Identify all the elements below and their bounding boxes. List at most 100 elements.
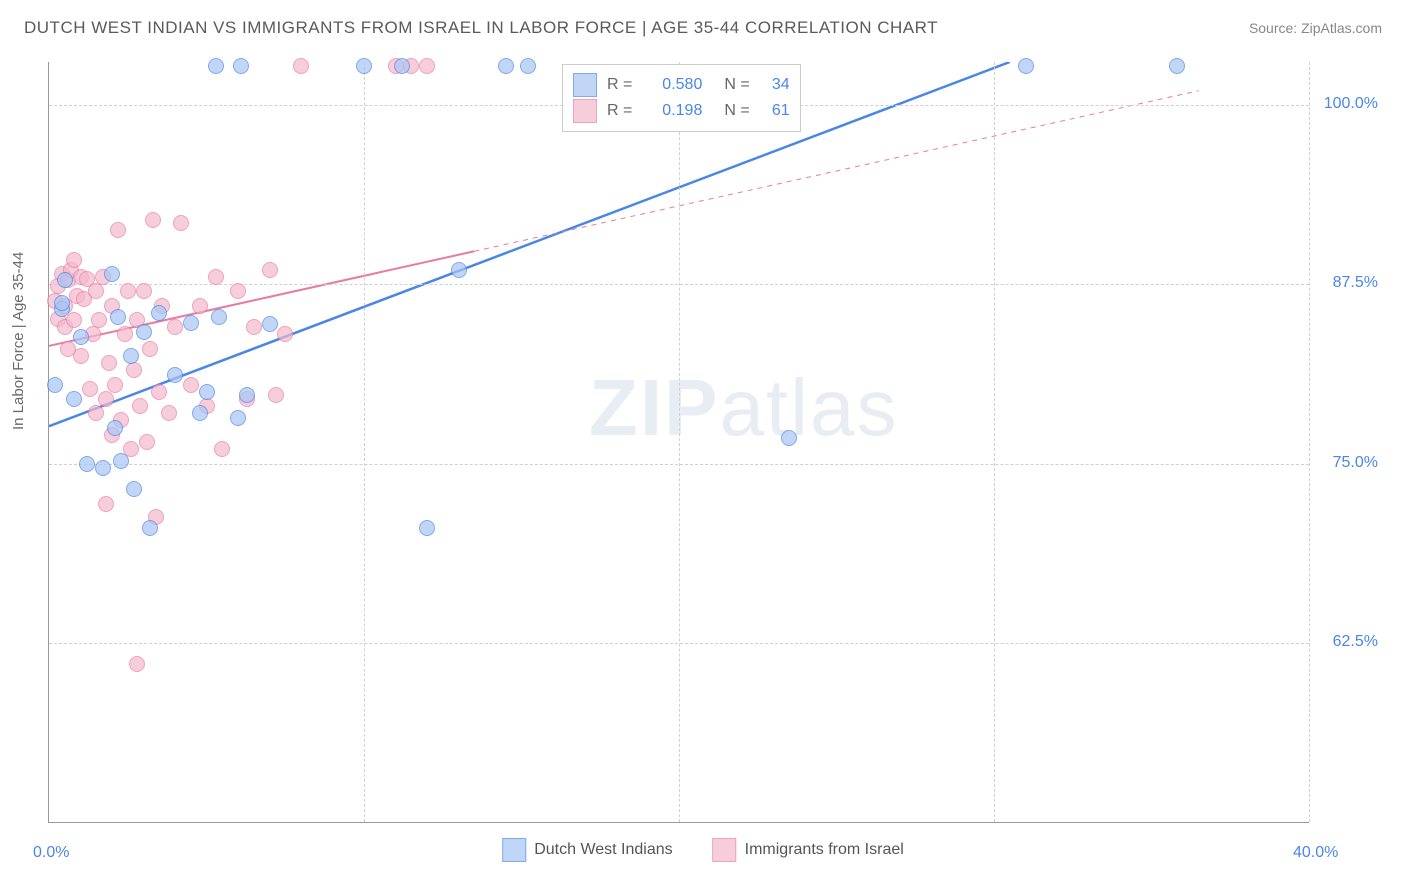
- scatter-point: [145, 212, 161, 228]
- scatter-point: [117, 326, 133, 342]
- x-tick-label: 0.0%: [33, 844, 69, 862]
- scatter-point: [246, 319, 262, 335]
- legend-swatch: [573, 73, 597, 97]
- y-tick-label: 75.0%: [1333, 454, 1378, 472]
- bottom-legend-label: Dutch West Indians: [534, 841, 672, 859]
- scatter-point: [167, 319, 183, 335]
- scatter-point: [57, 272, 73, 288]
- legend-swatch: [502, 838, 526, 862]
- legend-r-label: R =: [607, 102, 632, 120]
- y-axis-label: In Labor Force | Age 35-44: [10, 252, 27, 430]
- chart-title: DUTCH WEST INDIAN VS IMMIGRANTS FROM ISR…: [24, 18, 938, 38]
- scatter-point: [139, 434, 155, 450]
- legend-row: R =0.580N =34: [573, 73, 790, 97]
- legend-n-label: N =: [724, 102, 749, 120]
- trend-line: [49, 62, 1010, 426]
- bottom-legend-item: Dutch West Indians: [502, 838, 672, 862]
- y-tick-label: 62.5%: [1333, 633, 1378, 651]
- scatter-point: [110, 222, 126, 238]
- scatter-point: [98, 391, 114, 407]
- scatter-point: [101, 355, 117, 371]
- watermark: ZIPatlas: [589, 362, 898, 454]
- scatter-point: [136, 324, 152, 340]
- watermark-zip: ZIP: [589, 363, 719, 452]
- scatter-point: [142, 520, 158, 536]
- scatter-point: [1169, 58, 1185, 74]
- scatter-point: [167, 367, 183, 383]
- y-tick-label: 100.0%: [1324, 95, 1378, 113]
- scatter-point: [66, 312, 82, 328]
- scatter-point: [498, 58, 514, 74]
- gridline-vertical: [679, 62, 680, 822]
- scatter-point: [142, 341, 158, 357]
- legend-r-label: R =: [607, 76, 632, 94]
- scatter-point: [126, 481, 142, 497]
- scatter-point: [82, 381, 98, 397]
- scatter-point: [110, 309, 126, 325]
- scatter-point: [79, 456, 95, 472]
- scatter-point: [233, 58, 249, 74]
- scatter-point: [262, 262, 278, 278]
- legend-swatch: [573, 99, 597, 123]
- scatter-point: [95, 460, 111, 476]
- scatter-point: [88, 405, 104, 421]
- scatter-point: [47, 377, 63, 393]
- scatter-point: [268, 387, 284, 403]
- scatter-point: [126, 362, 142, 378]
- scatter-point: [161, 405, 177, 421]
- scatter-point: [129, 656, 145, 672]
- scatter-point: [183, 377, 199, 393]
- scatter-point: [214, 441, 230, 457]
- x-tick-label: 40.0%: [1293, 844, 1338, 862]
- scatter-point: [1018, 58, 1034, 74]
- scatter-point: [107, 420, 123, 436]
- scatter-point: [419, 58, 435, 74]
- scatter-point: [520, 58, 536, 74]
- source-label: Source: ZipAtlas.com: [1249, 20, 1382, 36]
- scatter-point: [66, 391, 82, 407]
- scatter-point: [394, 58, 410, 74]
- bottom-legend: Dutch West Indians Immigrants from Israel: [502, 838, 904, 862]
- scatter-point: [66, 252, 82, 268]
- scatter-point: [230, 410, 246, 426]
- scatter-point: [208, 269, 224, 285]
- scatter-point: [151, 305, 167, 321]
- legend-r-value: 0.198: [642, 102, 702, 120]
- scatter-point: [107, 377, 123, 393]
- scatter-point: [211, 309, 227, 325]
- watermark-atlas: atlas: [719, 363, 898, 452]
- scatter-point: [73, 348, 89, 364]
- scatter-point: [104, 266, 120, 282]
- scatter-point: [230, 283, 246, 299]
- scatter-point: [113, 453, 129, 469]
- scatter-point: [136, 283, 152, 299]
- scatter-point: [192, 405, 208, 421]
- bottom-legend-label: Immigrants from Israel: [745, 841, 904, 859]
- scatter-point: [239, 387, 255, 403]
- scatter-point: [98, 496, 114, 512]
- legend-row: R = 0.198 N = 61: [573, 99, 790, 123]
- scatter-point: [293, 58, 309, 74]
- scatter-point: [192, 298, 208, 314]
- scatter-point: [451, 262, 467, 278]
- scatter-point: [781, 430, 797, 446]
- scatter-point: [73, 329, 89, 345]
- scatter-point: [356, 58, 372, 74]
- legend-r-value: 0.580: [642, 76, 702, 94]
- scatter-point: [173, 215, 189, 231]
- scatter-point: [120, 283, 136, 299]
- legend-swatch: [713, 838, 737, 862]
- gridline-vertical: [364, 62, 365, 822]
- scatter-point: [54, 295, 70, 311]
- legend-n-value: 61: [760, 102, 790, 120]
- scatter-point: [208, 58, 224, 74]
- legend-n-value: 34: [760, 76, 790, 94]
- scatter-point: [183, 315, 199, 331]
- scatter-point: [277, 326, 293, 342]
- scatter-point: [123, 348, 139, 364]
- bottom-legend-item: Immigrants from Israel: [713, 838, 904, 862]
- scatter-point: [91, 312, 107, 328]
- y-tick-label: 87.5%: [1333, 274, 1378, 292]
- gridline-vertical: [994, 62, 995, 822]
- scatter-point: [199, 384, 215, 400]
